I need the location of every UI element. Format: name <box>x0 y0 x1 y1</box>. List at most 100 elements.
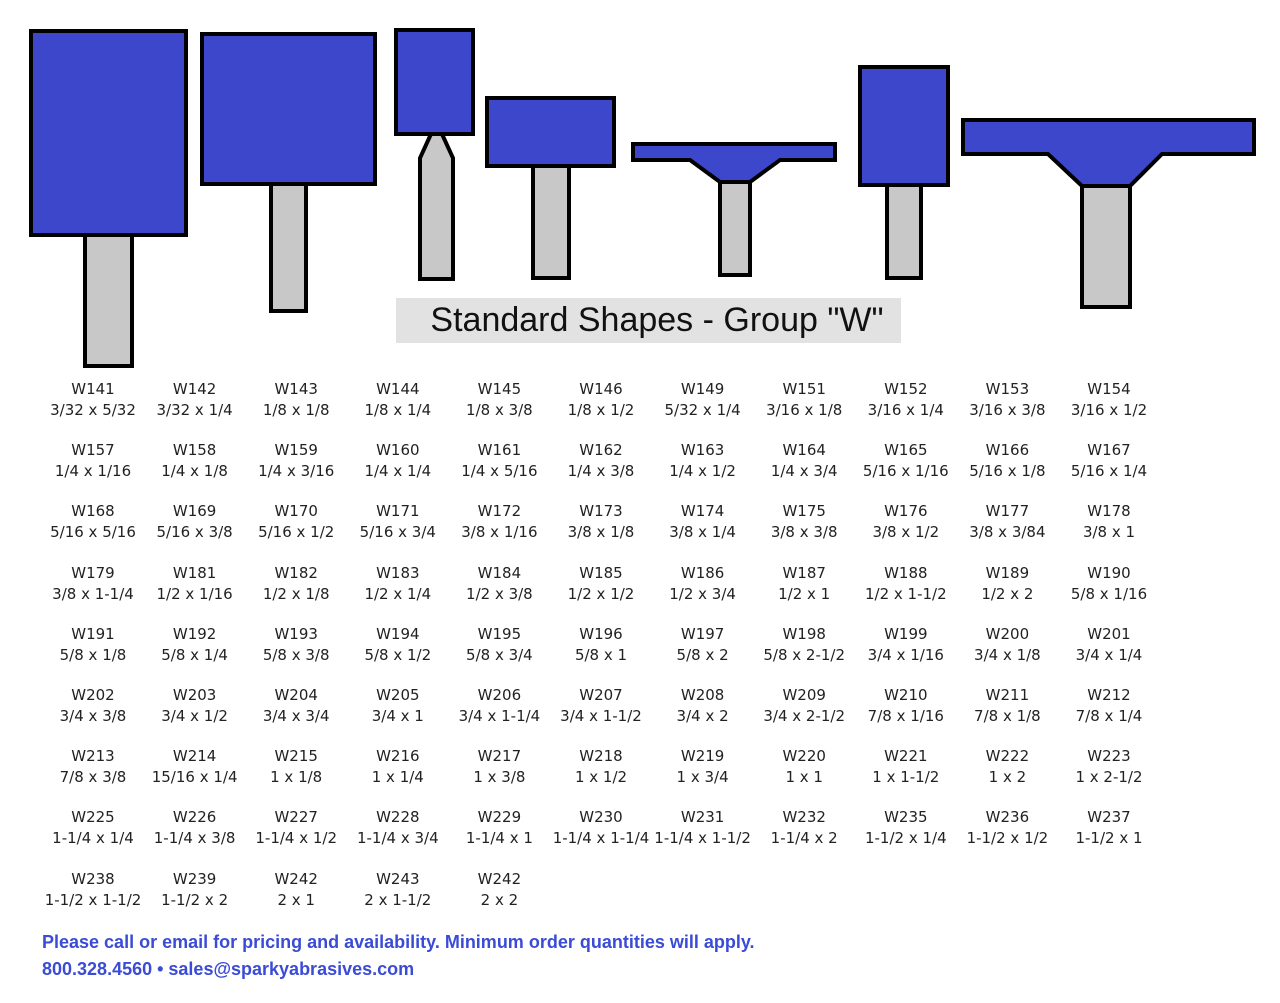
item-code: W187 <box>782 563 826 582</box>
shape-item: W177 3/8 x 3/84 <box>955 501 1059 543</box>
item-size: 1-1/4 x 1/2 <box>255 829 338 848</box>
shape-item: W176 3/8 x 1/2 <box>854 501 958 543</box>
shape-item: W162 1/4 x 3/8 <box>549 440 653 482</box>
item-size: 5/8 x 2-1/2 <box>763 645 846 664</box>
item-code: W149 <box>680 380 725 398</box>
shape-item: W161 1/4 x 5/16 <box>447 440 551 482</box>
item-size: 1 x 3/4 <box>676 768 729 787</box>
item-code: W217 <box>477 747 522 766</box>
item-code: W211 <box>985 686 1030 704</box>
item-code: W220 <box>782 747 826 766</box>
item-size: 1/4 x 3/16 <box>258 462 335 481</box>
item-size: 1/2 x 3/4 <box>669 584 736 603</box>
item-size: 1/8 x 1/2 <box>567 401 635 419</box>
item-size: 1/2 x 1/4 <box>364 584 432 603</box>
item-size: 1-1/2 x 1-1/2 <box>44 890 142 909</box>
shape-item: W242 2 x 1 <box>244 869 348 911</box>
shape-item: W216 1 x 1/4 <box>346 746 450 788</box>
shape-item: W149 5/32 x 1/4 <box>651 379 755 421</box>
item-code: W207 <box>579 686 623 704</box>
item-code: W210 <box>884 686 928 704</box>
item-size: 7/8 x 1/4 <box>1075 707 1143 725</box>
item-code: W203 <box>172 686 217 704</box>
item-size: 1 x 2-1/2 <box>1075 768 1143 787</box>
shape-item: W144 1/8 x 1/4 <box>346 379 450 421</box>
item-code: W153 <box>985 380 1030 398</box>
shape-item: W223 1 x 2-1/2 <box>1057 746 1161 788</box>
item-code: W193 <box>274 624 318 643</box>
item-size: 5/16 x 1/4 <box>1070 462 1148 481</box>
item-size: 1/2 x 1-1/2 <box>864 584 947 603</box>
item-code: W242 <box>274 869 318 888</box>
item-size: 1/2 x 1/2 <box>567 584 635 603</box>
footer-line: Please call or email for pricing and ava… <box>42 932 755 952</box>
item-size: 3/4 x 1/2 <box>161 707 228 725</box>
item-code: W141 <box>71 380 115 398</box>
item-size: 1-1/4 x 3/8 <box>153 829 236 848</box>
item-size: 3/4 x 2 <box>676 707 729 725</box>
shape-item: W171 5/16 x 3/4 <box>346 501 450 543</box>
item-size: 3/8 x 1 <box>1082 523 1136 542</box>
item-size: 3/16 x 1/2 <box>1070 401 1148 419</box>
shape-item: W172 3/8 x 1/16 <box>447 501 551 543</box>
item-code: W173 <box>579 502 623 521</box>
shape-item: W157 1/4 x 1/16 <box>41 440 145 482</box>
item-size: 1 x 3/8 <box>473 768 526 787</box>
item-size: 5/16 x 1/16 <box>862 462 949 481</box>
item-code: W170 <box>274 502 318 521</box>
shape-item: W238 1-1/2 x 1-1/2 <box>41 869 145 911</box>
item-code: W190 <box>1087 563 1131 582</box>
item-size: 3/8 x 3/8 <box>770 523 838 542</box>
item-size: 1-1/4 x 1-1/4 <box>552 829 650 848</box>
item-size: 3/4 x 1-1/2 <box>560 707 642 725</box>
shape-item: W227 1-1/4 x 1/2 <box>244 807 348 849</box>
item-size: 5/16 x 1/8 <box>969 462 1046 481</box>
item-size: 3/8 x 1/8 <box>567 523 635 542</box>
item-size: 3/4 x 3/8 <box>59 707 127 725</box>
item-code: W213 <box>71 747 115 766</box>
shape-item: W185 1/2 x 1/2 <box>549 563 653 605</box>
item-code: W177 <box>985 502 1030 521</box>
item-code: W192 <box>172 624 217 643</box>
shank <box>885 181 923 280</box>
shape-item: W181 1/2 x 1/16 <box>143 563 247 605</box>
item-size: 3/4 x 2-1/2 <box>763 707 846 725</box>
item-size: 1/2 x 1/16 <box>156 584 233 603</box>
item-size: 5/8 x 1/16 <box>1070 584 1148 603</box>
item-code: W197 <box>680 624 725 643</box>
shape-item: W214 15/16 x 1/4 <box>143 746 247 788</box>
item-size: 1/4 x 3/4 <box>770 462 838 481</box>
item-size: 1/8 x 1/8 <box>262 401 330 419</box>
item-size: 1-1/2 x 1/2 <box>966 829 1049 848</box>
item-code: W228 <box>376 808 420 827</box>
shape-item: W215 1 x 1/8 <box>244 746 348 788</box>
shape-item: W178 3/8 x 1 <box>1057 501 1161 543</box>
shape-item: W228 1-1/4 x 3/4 <box>346 807 450 849</box>
item-size: 1 x 1/8 <box>270 768 323 787</box>
item-code: W166 <box>985 441 1030 460</box>
item-size: 1/4 x 3/8 <box>567 462 635 481</box>
shank <box>418 132 455 281</box>
item-size: 1 x 1/2 <box>574 768 628 787</box>
head <box>29 29 188 237</box>
shape-item: W229 1-1/4 x 1 <box>447 807 551 849</box>
shank <box>718 178 752 277</box>
item-code: W212 <box>1087 686 1131 704</box>
item-size: 5/8 x 1/2 <box>364 645 432 664</box>
item-size: 3/8 x 1/2 <box>872 523 940 542</box>
item-size: 1-1/2 x 1/4 <box>864 829 947 848</box>
item-size: 1/4 x 1/4 <box>364 462 432 481</box>
item-code: W200 <box>985 624 1030 643</box>
shape-item: W179 3/8 x 1-1/4 <box>41 563 145 605</box>
item-size: 1/8 x 1/4 <box>364 401 432 419</box>
shape-item: W242 2 x 2 <box>447 869 551 911</box>
shape-item: W192 5/8 x 1/4 <box>143 624 247 666</box>
item-code: W159 <box>274 441 318 460</box>
item-code: W229 <box>477 808 522 827</box>
item-code: W144 <box>376 380 420 398</box>
item-size: 1-1/4 x 2 <box>770 829 838 848</box>
item-code: W181 <box>172 563 217 582</box>
shape-item: W166 5/16 x 1/8 <box>955 440 1059 482</box>
item-size: 1/4 x 1/2 <box>669 462 736 481</box>
item-code: W196 <box>579 624 623 643</box>
